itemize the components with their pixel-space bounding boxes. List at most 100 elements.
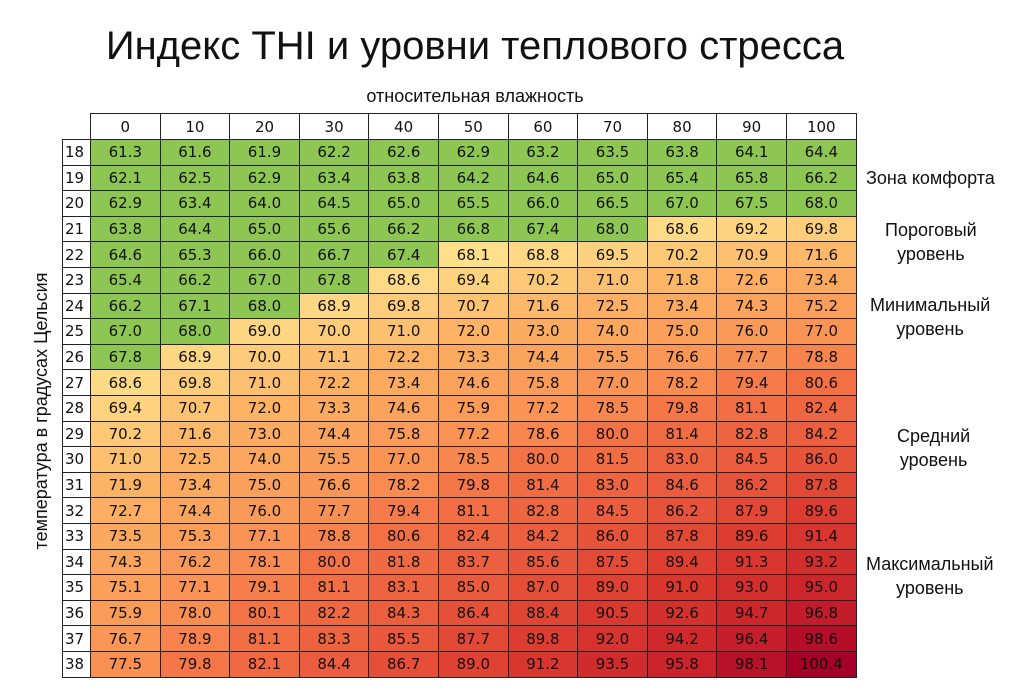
heatmap-cell: 67.0 bbox=[229, 267, 300, 294]
heatmap-cell: 81.1 bbox=[438, 497, 509, 524]
heatmap-cell: 66.2 bbox=[368, 215, 439, 243]
heatmap-cell: 91.2 bbox=[507, 651, 579, 678]
heatmap-cell: 90.5 bbox=[577, 599, 648, 627]
heatmap-cell: 64.0 bbox=[229, 190, 300, 217]
heatmap-cell: 63.8 bbox=[90, 215, 161, 243]
heatmap-cell: 91.0 bbox=[646, 574, 718, 601]
heatmap-cell: 65.0 bbox=[229, 215, 300, 243]
chart-title: Индекс THI и уровни теплового стресса bbox=[105, 24, 845, 68]
heatmap-cell: 75.0 bbox=[646, 318, 718, 345]
heatmap-cell: 74.4 bbox=[298, 420, 370, 448]
heatmap-cell: 67.8 bbox=[298, 267, 370, 294]
heatmap-cell: 80.6 bbox=[368, 523, 439, 550]
heatmap-cell: 65.0 bbox=[368, 190, 439, 217]
heatmap-cell: 75.8 bbox=[507, 369, 579, 396]
heatmap-cell: 83.1 bbox=[368, 574, 439, 601]
heatmap-cell: 81.1 bbox=[229, 625, 300, 652]
zone-maximal-line1: Максимальный bbox=[866, 554, 994, 574]
heatmap-cell: 93.0 bbox=[716, 574, 787, 601]
heatmap-cell: 64.6 bbox=[90, 241, 161, 268]
heatmap-cell: 64.5 bbox=[298, 190, 370, 217]
heatmap-cell: 70.7 bbox=[438, 292, 509, 320]
heatmap-cell: 75.0 bbox=[229, 471, 300, 499]
heatmap-cell: 83.7 bbox=[438, 548, 509, 576]
heatmap-cell: 75.5 bbox=[298, 446, 370, 473]
heatmap-cell: 76.6 bbox=[298, 471, 370, 499]
heatmap-cell: 89.8 bbox=[507, 625, 579, 652]
heatmap-cell: 73.4 bbox=[646, 292, 718, 320]
zone-threshold-line2: уровень bbox=[897, 244, 965, 264]
heatmap-cell: 89.4 bbox=[646, 548, 718, 576]
heatmap-cell: 66.2 bbox=[159, 267, 231, 294]
zone-medium-line1: Средний bbox=[897, 426, 971, 446]
heatmap-cell: 77.0 bbox=[368, 446, 439, 473]
heatmap-cell: 71.0 bbox=[577, 267, 648, 294]
heatmap-cell: 64.1 bbox=[716, 139, 787, 166]
heatmap-cell: 68.0 bbox=[159, 318, 231, 345]
row-header: 37 bbox=[62, 625, 91, 652]
heatmap-cell: 73.5 bbox=[90, 523, 161, 550]
heatmap-cell: 86.0 bbox=[786, 446, 857, 473]
heatmap-cell: 68.0 bbox=[229, 292, 300, 320]
heatmap-cell: 72.5 bbox=[159, 446, 231, 473]
heatmap-cell: 69.2 bbox=[716, 215, 787, 243]
heatmap-cell: 71.8 bbox=[646, 267, 718, 294]
heatmap-cell: 76.2 bbox=[159, 548, 231, 576]
zone-medium-line2: уровень bbox=[899, 450, 968, 470]
heatmap-cell: 78.0 bbox=[159, 599, 231, 627]
heatmap-cell: 77.1 bbox=[159, 574, 231, 601]
heatmap-cell: 75.9 bbox=[90, 599, 161, 627]
heatmap-cell: 84.3 bbox=[368, 599, 439, 627]
row-header: 30 bbox=[62, 446, 91, 473]
heatmap-cell: 84.4 bbox=[298, 651, 370, 678]
heatmap-cell: 98.1 bbox=[716, 651, 787, 678]
heatmap-cell: 95.0 bbox=[786, 574, 857, 601]
heatmap-cell: 77.7 bbox=[716, 343, 787, 371]
heatmap-cell: 65.5 bbox=[438, 190, 509, 217]
heatmap-cell: 94.2 bbox=[646, 625, 718, 652]
heatmap-cell: 81.5 bbox=[577, 446, 648, 473]
heatmap-cell: 78.8 bbox=[786, 343, 857, 371]
heatmap-cell: 74.0 bbox=[229, 446, 300, 473]
heatmap-cell: 71.9 bbox=[90, 471, 161, 499]
heatmap-cell: 81.1 bbox=[716, 395, 787, 422]
heatmap-cell: 68.9 bbox=[298, 292, 370, 320]
zone-threshold-line1: Пороговый bbox=[885, 220, 977, 240]
heatmap-cell: 73.4 bbox=[368, 369, 439, 396]
heatmap-cell: 86.7 bbox=[368, 651, 439, 678]
heatmap-cell: 93.5 bbox=[577, 651, 648, 678]
heatmap-cell: 67.4 bbox=[368, 241, 439, 268]
heatmap-cell: 62.9 bbox=[438, 139, 509, 166]
heatmap-cell: 69.0 bbox=[229, 318, 300, 345]
heatmap-cell: 67.0 bbox=[90, 318, 161, 345]
heatmap-cell: 77.2 bbox=[507, 395, 579, 422]
heatmap-cell: 71.6 bbox=[786, 241, 857, 268]
heatmap-cell: 89.6 bbox=[786, 497, 857, 524]
column-header: 100 bbox=[786, 113, 857, 140]
heatmap-cell: 79.8 bbox=[159, 651, 231, 678]
heatmap-cell: 93.2 bbox=[786, 548, 857, 576]
heatmap-cell: 74.4 bbox=[159, 497, 231, 524]
heatmap-cell: 84.6 bbox=[646, 471, 718, 499]
heatmap-cell: 75.9 bbox=[438, 395, 509, 422]
heatmap-cell: 62.9 bbox=[90, 190, 161, 217]
column-header: 30 bbox=[298, 113, 370, 140]
row-header: 19 bbox=[62, 164, 91, 192]
zone-maximal-line2: уровень bbox=[896, 578, 964, 598]
heatmap-cell: 80.0 bbox=[577, 420, 648, 448]
heatmap-cell: 72.0 bbox=[438, 318, 509, 345]
heatmap-cell: 62.1 bbox=[90, 164, 161, 192]
heatmap-cell: 73.4 bbox=[159, 471, 231, 499]
heatmap-cell: 70.9 bbox=[716, 241, 787, 268]
heatmap-cell: 92.0 bbox=[577, 625, 648, 652]
heatmap-cell: 75.2 bbox=[786, 292, 857, 320]
heatmap-cell: 68.9 bbox=[159, 343, 231, 371]
heatmap-cell: 66.5 bbox=[577, 190, 648, 217]
heatmap-cell: 83.0 bbox=[577, 471, 648, 499]
zone-label-threshold: Пороговый уровень bbox=[885, 218, 977, 266]
heatmap-cell: 70.2 bbox=[90, 420, 161, 448]
heatmap-cell: 73.3 bbox=[298, 395, 370, 422]
heatmap-cell: 65.8 bbox=[716, 164, 787, 192]
row-header: 35 bbox=[62, 574, 91, 601]
heatmap-cell: 68.6 bbox=[646, 215, 718, 243]
